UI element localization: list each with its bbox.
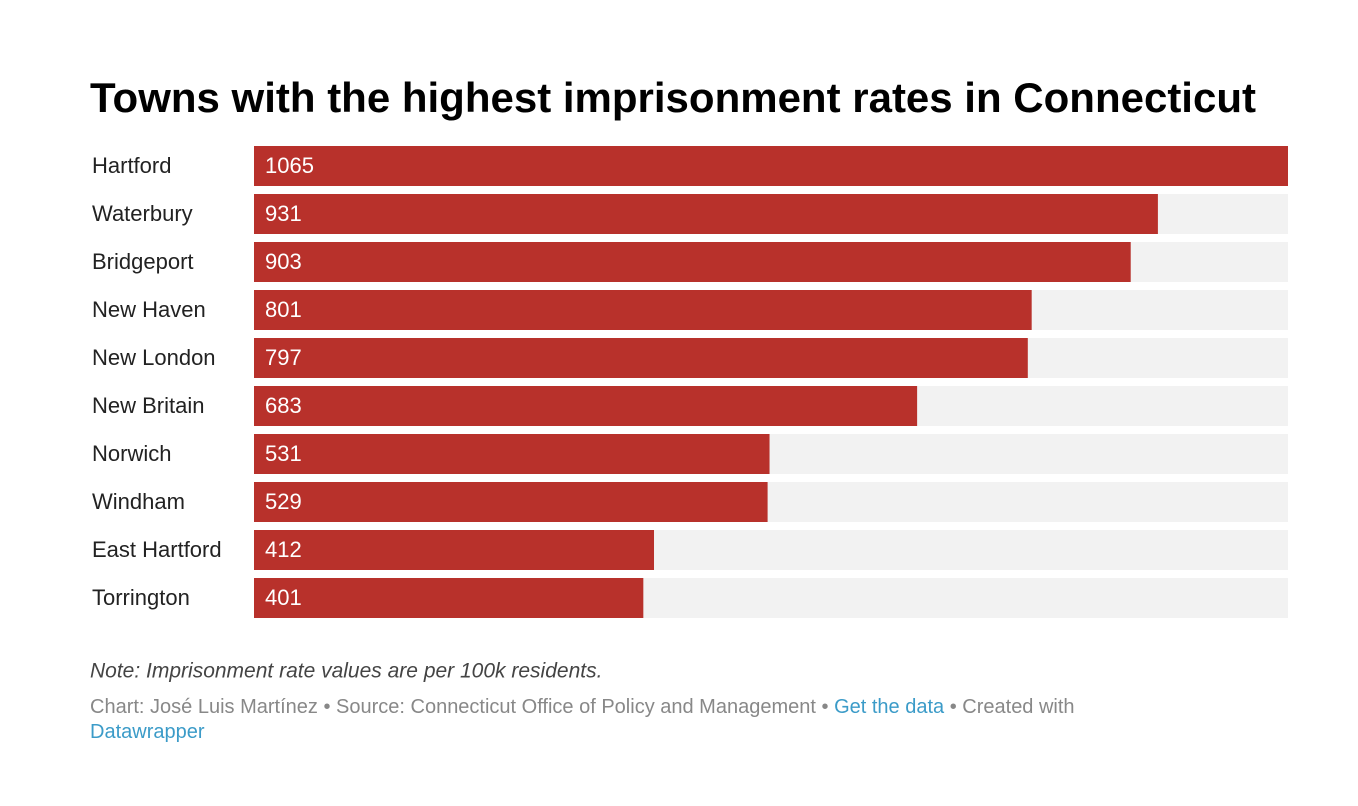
value-label: 412 xyxy=(265,537,302,562)
value-label: 801 xyxy=(265,297,302,322)
bar xyxy=(254,338,1028,378)
category-label: Waterbury xyxy=(92,201,193,226)
category-label: New London xyxy=(92,345,216,370)
bar xyxy=(254,434,770,474)
category-label: New Britain xyxy=(92,393,204,418)
chart-title: Towns with the highest imprisonment rate… xyxy=(90,74,1256,121)
credit: Chart: José Luis Martínez xyxy=(90,696,318,718)
category-label: Bridgeport xyxy=(92,249,194,274)
value-label: 903 xyxy=(265,249,302,274)
bar xyxy=(254,194,1158,234)
separator: • xyxy=(949,696,957,718)
source: Source: Connecticut Office of Policy and… xyxy=(336,696,816,718)
category-label: Norwich xyxy=(92,441,171,466)
value-label: 1065 xyxy=(265,153,314,178)
footer: Chart: José Luis Martínez • Source: Conn… xyxy=(90,695,1170,745)
separator: • xyxy=(323,696,331,718)
value-label: 683 xyxy=(265,393,302,418)
separator: • xyxy=(821,696,829,718)
datawrapper-link[interactable]: Datawrapper xyxy=(90,721,205,743)
value-label: 401 xyxy=(265,585,302,610)
value-label: 531 xyxy=(265,441,302,466)
created-with: Created with xyxy=(962,696,1075,718)
bar xyxy=(254,386,918,426)
category-label: Torrington xyxy=(92,585,190,610)
value-label: 931 xyxy=(265,201,302,226)
bar xyxy=(254,482,768,522)
chart: Towns with the highest imprisonment rate… xyxy=(90,74,1288,618)
category-label: Hartford xyxy=(92,153,171,178)
bar xyxy=(254,146,1288,186)
bar xyxy=(254,242,1131,282)
value-label: 797 xyxy=(265,345,302,370)
note: Note: Imprisonment rate values are per 1… xyxy=(90,660,602,683)
category-label: New Haven xyxy=(92,297,206,322)
category-label: Windham xyxy=(92,489,185,514)
bar xyxy=(254,530,655,570)
bar xyxy=(254,578,644,618)
get-data-link[interactable]: Get the data xyxy=(834,696,945,718)
value-label: 529 xyxy=(265,489,302,514)
bar xyxy=(254,290,1032,330)
category-label: East Hartford xyxy=(92,537,222,562)
